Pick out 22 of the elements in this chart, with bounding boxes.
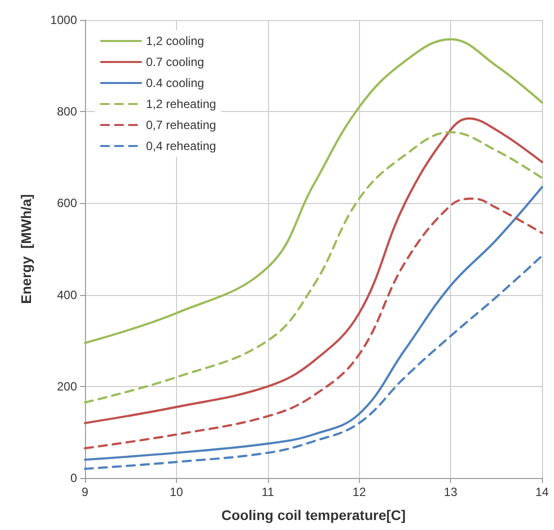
x-axis-title: Cooling coil temperature[C] bbox=[221, 507, 406, 523]
x-tick-label: 10 bbox=[170, 485, 184, 499]
y-tick-label: 200 bbox=[56, 379, 78, 394]
x-tick-label: 11 bbox=[262, 485, 274, 499]
y-axis-title: Energy [MWh/a] bbox=[18, 194, 34, 304]
y-tick-label: 0 bbox=[70, 471, 78, 485]
y-tick-label: 400 bbox=[56, 288, 78, 302]
legend-label: 0,4 reheating bbox=[146, 139, 216, 153]
legend-label: 0.7 cooling bbox=[146, 55, 204, 69]
x-tick-label: 13 bbox=[444, 485, 458, 499]
y-tick-label: 600 bbox=[56, 196, 78, 210]
x-tick-label: 14 bbox=[535, 485, 549, 499]
line-series bbox=[84, 38, 544, 344]
legend-label: 1,2 reheating bbox=[146, 97, 216, 111]
y-tick-label: 1000 bbox=[50, 13, 78, 27]
legend-label: 0.4 cooling bbox=[146, 76, 204, 90]
x-tick-label: 9 bbox=[82, 485, 89, 499]
legend-label: 1,2 cooling bbox=[146, 34, 204, 48]
legend-label: 0,7 reheating bbox=[146, 118, 216, 132]
line-series bbox=[84, 254, 544, 470]
x-tick-label: 12 bbox=[352, 485, 366, 499]
y-tick-label: 800 bbox=[56, 104, 78, 119]
